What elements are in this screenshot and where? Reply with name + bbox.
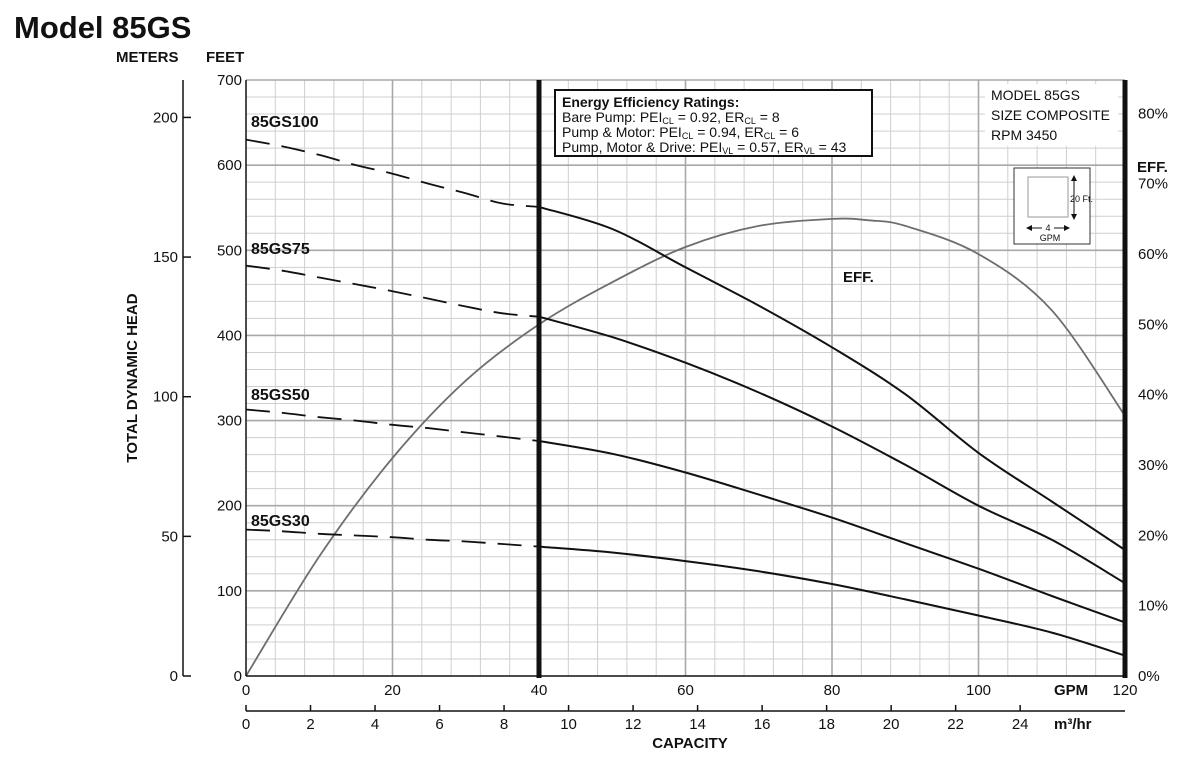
m3hr-tick-label: 4: [371, 716, 379, 733]
model-info-background: [985, 84, 1118, 146]
m3hr-tick-label: 18: [818, 716, 835, 733]
m3hr-tick-label: 24: [1012, 716, 1029, 733]
feet-tick-label: 200: [217, 498, 242, 515]
head-curve-dashed-85gs75: [245, 264, 540, 318]
efficiency-curve: [245, 217, 1126, 677]
model-info-model: MODEL 85GS: [991, 87, 1080, 103]
m3hr-tick-label: 0: [242, 716, 250, 733]
gpm-tick-label: 0: [242, 682, 250, 699]
eff-tick-label: 50%: [1138, 316, 1168, 333]
gpm-tick-label: 20: [384, 682, 401, 699]
meters-tick-label: 50: [161, 528, 178, 545]
feet-tick-label: 500: [217, 242, 242, 259]
m3hr-unit-label: m³/hr: [1054, 716, 1092, 733]
m3hr-tick-label: 14: [689, 716, 706, 733]
energy-rating-pump-motor: Pump & Motor: PEICL = 0.94, ERCL = 6: [562, 124, 799, 141]
eff-tick-label: 40%: [1138, 387, 1168, 404]
grid-key-arrow-right: [1064, 225, 1070, 231]
efficiency-layer: [245, 217, 1126, 677]
gpm-unit-label: GPM: [1054, 682, 1088, 699]
model-info-rpm: RPM 3450: [991, 127, 1057, 143]
feet-tick-label: 300: [217, 413, 242, 430]
gpm-tick-label: 60: [677, 682, 694, 699]
head-curve-85gs50: [538, 440, 1126, 624]
head-curve-dashed-85gs50: [245, 408, 540, 442]
feet-tick-label: 0: [234, 668, 242, 685]
m3hr-tick-label: 20: [883, 716, 900, 733]
series-labels: 85GS100 85GS75 85GS50 85GS30: [251, 114, 319, 530]
energy-rating-bare-pump: Bare Pump: PEICL = 0.92, ERCL = 8: [562, 109, 780, 126]
m3hr-tick-label: 16: [754, 716, 771, 733]
grid-key-cell: [1027, 176, 1069, 218]
m3hr-tick-label: 12: [625, 716, 642, 733]
series-label-85gs50: 85GS50: [251, 387, 310, 404]
eff-tick-label: 30%: [1138, 457, 1168, 474]
gpm-tick-label: 80: [824, 682, 841, 699]
energy-ratings-title: Energy Efficiency Ratings:: [562, 94, 739, 110]
head-curve-85gs75: [538, 315, 1126, 585]
gpm-tick-label: 120: [1112, 682, 1137, 699]
eff-tick-label: 80%: [1138, 105, 1168, 122]
feet-unit-label: FEET: [206, 49, 244, 66]
meters-tick-label: 100: [153, 389, 178, 406]
chart-title: Model 85GS: [14, 10, 191, 45]
feet-tick-label: 600: [217, 157, 242, 174]
eff-axis-label: EFF.: [1137, 159, 1168, 176]
grid-key-unit-label: GPM: [1040, 233, 1061, 243]
x-axis-label: CAPACITY: [652, 735, 728, 752]
meters-tick-label: 150: [153, 249, 178, 266]
energy-rating-pump-motor-drive: Pump, Motor & Drive: PEIVL = 0.57, ERVL …: [562, 139, 846, 156]
y-axis-label: TOTAL DYNAMIC HEAD: [124, 293, 141, 462]
grid-scale-key: 20 Ft. 4 GPM: [1013, 167, 1093, 245]
feet-tick-label: 700: [217, 72, 242, 89]
eff-tick-label: 0%: [1138, 668, 1160, 685]
head-curve-85gs30: [538, 545, 1126, 657]
feet-tick-label: 100: [217, 583, 242, 600]
model-info-box: MODEL 85GS SIZE COMPOSITE RPM 3450: [985, 84, 1118, 146]
eff-tick-label: 60%: [1138, 246, 1168, 263]
m3hr-tick-label: 2: [306, 716, 314, 733]
eff-tick-label: 70%: [1138, 176, 1168, 193]
head-curve-dashed-85gs100: [245, 138, 540, 208]
eff-curve-label: EFF.: [843, 269, 874, 286]
head-curve-85gs100: [538, 205, 1126, 551]
energy-ratings-box: Energy Efficiency Ratings: Bare Pump: PE…: [554, 89, 873, 157]
grid-key-vertical-label: 20 Ft.: [1070, 194, 1093, 204]
head-curve-dashed-85gs30: [245, 528, 540, 548]
meters-tick-label: 0: [170, 668, 178, 685]
m3hr-tick-label: 8: [500, 716, 508, 733]
head-curves-layer: [245, 138, 1126, 657]
model-info-size: SIZE COMPOSITE: [991, 107, 1110, 123]
energy-ratings-frame: [554, 89, 873, 157]
grid-key-arrow-up: [1071, 175, 1077, 181]
m3hr-tick-label: 10: [560, 716, 577, 733]
gpm-tick-label: 100: [966, 682, 991, 699]
grid-key-arrow-left: [1026, 225, 1032, 231]
series-label-85gs100: 85GS100: [251, 114, 319, 131]
meters-unit-label: METERS: [116, 49, 179, 66]
eff-tick-label: 10%: [1138, 598, 1168, 615]
m3hr-tick-label: 6: [435, 716, 443, 733]
meters-tick-label: 200: [153, 109, 178, 126]
m3hr-tick-label: 22: [947, 716, 964, 733]
major-grid: [246, 79, 1125, 676]
eff-tick-label: 20%: [1138, 527, 1168, 544]
grid-key-arrow-down: [1071, 214, 1077, 220]
series-label-85gs30: 85GS30: [251, 513, 310, 530]
feet-tick-label: 400: [217, 327, 242, 344]
grid-key-horizontal-label-bg: [1042, 222, 1054, 232]
series-label-85gs75: 85GS75: [251, 241, 310, 258]
axes-layer: 05010015020001002003004005006007000%10%2…: [153, 72, 1168, 733]
gpm-tick-label: 40: [531, 682, 548, 699]
grid-key-horizontal-label: 4: [1045, 223, 1050, 233]
